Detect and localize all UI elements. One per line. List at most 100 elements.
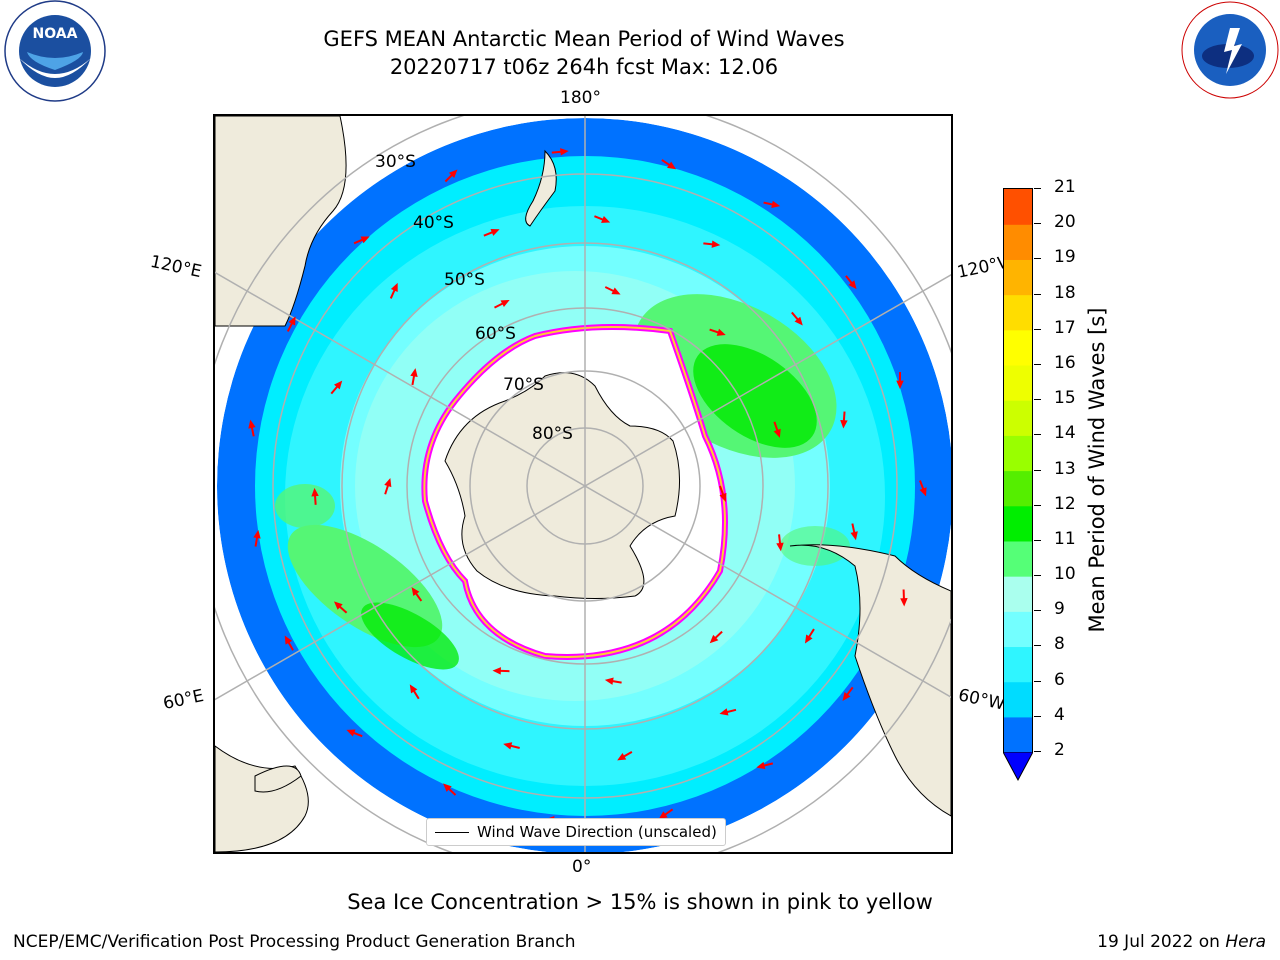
colorbar-band xyxy=(1004,294,1032,331)
legend-label: Wind Wave Direction (unscaled) xyxy=(477,823,717,841)
wave-arrow-head xyxy=(842,692,851,701)
colorbar-tick-label: 8 xyxy=(1054,634,1065,655)
colorbar-tick-label: 2 xyxy=(1054,740,1065,760)
wave-arrow-head xyxy=(919,487,927,497)
colorbar-band xyxy=(1004,224,1032,260)
wave-arrow-head xyxy=(667,161,677,170)
colorbar-tick-label: 10 xyxy=(1054,564,1076,585)
colorbar-tick-label: 20 xyxy=(1054,212,1076,233)
wave-arrow-head xyxy=(492,667,501,675)
new-zealand-land xyxy=(525,149,557,227)
colorbar-tick-label: 19 xyxy=(1054,247,1076,268)
colorbar-tick-label: 13 xyxy=(1054,458,1076,479)
colorbar-band xyxy=(1004,435,1032,472)
australia-land xyxy=(215,116,347,327)
wave-arrow-head xyxy=(448,169,458,179)
colorbar-band xyxy=(1004,716,1032,752)
wave-arrow-head xyxy=(756,761,766,770)
wave-arrow-head xyxy=(560,148,569,156)
lat-label-80s: 80°S xyxy=(532,424,573,444)
lat-label-70s: 70°S xyxy=(503,375,544,395)
chart-title: GEFS MEAN Antarctic Mean Period of Wind … xyxy=(323,27,845,51)
lon-label-60e: 60°E xyxy=(161,685,206,715)
colorbar-title: Mean Period of Wind Waves [s] xyxy=(1085,307,1109,633)
footer-date: 19 Jul 2022 on Hera xyxy=(1097,932,1266,952)
wave-arrow-head xyxy=(711,240,721,248)
map-panel xyxy=(213,114,953,854)
nws-logo xyxy=(1180,0,1280,104)
wave-arrow-head xyxy=(709,634,719,644)
map-legend: Wind Wave Direction (unscaled) xyxy=(426,818,726,846)
wave-arrow-head xyxy=(503,742,513,750)
colorbar-band xyxy=(1004,400,1032,436)
wave-arrow-head xyxy=(719,492,727,502)
wave-arrow-head xyxy=(850,531,858,541)
colorbar-tick-label: 4 xyxy=(1054,704,1065,725)
noaa-logo-text: NOAA xyxy=(33,26,78,42)
lon-label-120e: 120°E xyxy=(148,251,204,283)
colorbar-band xyxy=(1004,505,1032,542)
lon-label-60w: 60°W xyxy=(956,685,1007,715)
colorbar-tick-label: 18 xyxy=(1054,282,1076,303)
wave-arrow-head xyxy=(601,215,611,223)
wave-arrow-head xyxy=(604,677,614,685)
wave-arrow-head xyxy=(490,228,500,236)
lon-label-0: 0° xyxy=(572,857,592,877)
wave-arrow-head xyxy=(771,200,781,209)
wave-arrow-head xyxy=(611,287,621,295)
colorbar-band xyxy=(1004,611,1032,648)
wave-arrow-head xyxy=(390,282,398,293)
footer-credit: NCEP/EMC/Verification Post Processing Pr… xyxy=(13,932,576,952)
wave-arrow-head xyxy=(500,299,510,308)
colorbar xyxy=(1003,188,1033,753)
colorbar-tick-label: 14 xyxy=(1054,423,1076,444)
wave-arrow-head xyxy=(804,634,813,644)
sea-ice-note: Sea Ice Concentration > 15% is shown in … xyxy=(347,890,933,914)
wave-arrow-head xyxy=(443,783,452,792)
wave-arrow-head xyxy=(900,598,908,607)
colorbar-band xyxy=(1004,646,1032,683)
colorbar-tick-label: 11 xyxy=(1054,528,1076,549)
wave-arrow-head xyxy=(411,587,420,597)
colorbar-band xyxy=(1004,364,1032,401)
polar-map xyxy=(215,116,951,852)
colorbar-tick-label: 16 xyxy=(1054,352,1076,373)
wave-arrow-head xyxy=(658,811,668,820)
wave-arrow-head xyxy=(776,542,784,552)
colorbar-band xyxy=(1004,576,1032,612)
lat-label-30s: 30°S xyxy=(375,152,416,172)
wave-arrow-head xyxy=(311,487,319,497)
colorbar-band xyxy=(1004,681,1032,718)
wave-arrow-head xyxy=(384,478,392,488)
wave-arrow-head xyxy=(248,419,256,429)
legend-line-swatch xyxy=(435,831,469,833)
colorbar-band xyxy=(1004,329,1032,366)
lat-label-50s: 50°S xyxy=(444,270,485,290)
colorbar-ticks: 2 4 6 8 9 10 11 12 13 14 15 16 17 18 19 20 21 xyxy=(1034,177,1094,783)
colorbar-band xyxy=(1004,470,1032,507)
footer-machine: Hera xyxy=(1225,932,1266,952)
wave-arrow-head xyxy=(333,601,343,610)
noaa-logo: NOAA xyxy=(2,0,108,110)
wave-arrow-head xyxy=(284,635,293,645)
wave-arrow-head xyxy=(617,753,627,761)
wave-arrow-head xyxy=(896,380,904,390)
colorbar-band xyxy=(1004,540,1032,577)
colorbar-tick-label: 9 xyxy=(1054,599,1065,620)
lat-label-40s: 40°S xyxy=(413,213,454,233)
colorbar-band xyxy=(1004,259,1032,296)
south-america-land xyxy=(789,544,951,817)
wave-arrow-head xyxy=(409,684,418,694)
wave-arrow-head xyxy=(410,368,418,378)
wave-arrow-head xyxy=(253,529,261,539)
chart-subtitle: 20220717 t06z 264h fcst Max: 12.06 xyxy=(389,55,779,79)
colorbar-tick-label: 6 xyxy=(1054,669,1065,690)
wave-arrow-head xyxy=(848,280,857,290)
wave-arrow-head xyxy=(719,708,729,716)
wave-arrow-head xyxy=(773,428,781,438)
colorbar-band xyxy=(1004,189,1032,225)
wave-arrow-head xyxy=(716,328,726,336)
footer-date-text: 19 Jul 2022 on xyxy=(1097,932,1226,952)
wave-arrow-head xyxy=(360,236,370,244)
wave-arrow-head xyxy=(840,419,848,429)
